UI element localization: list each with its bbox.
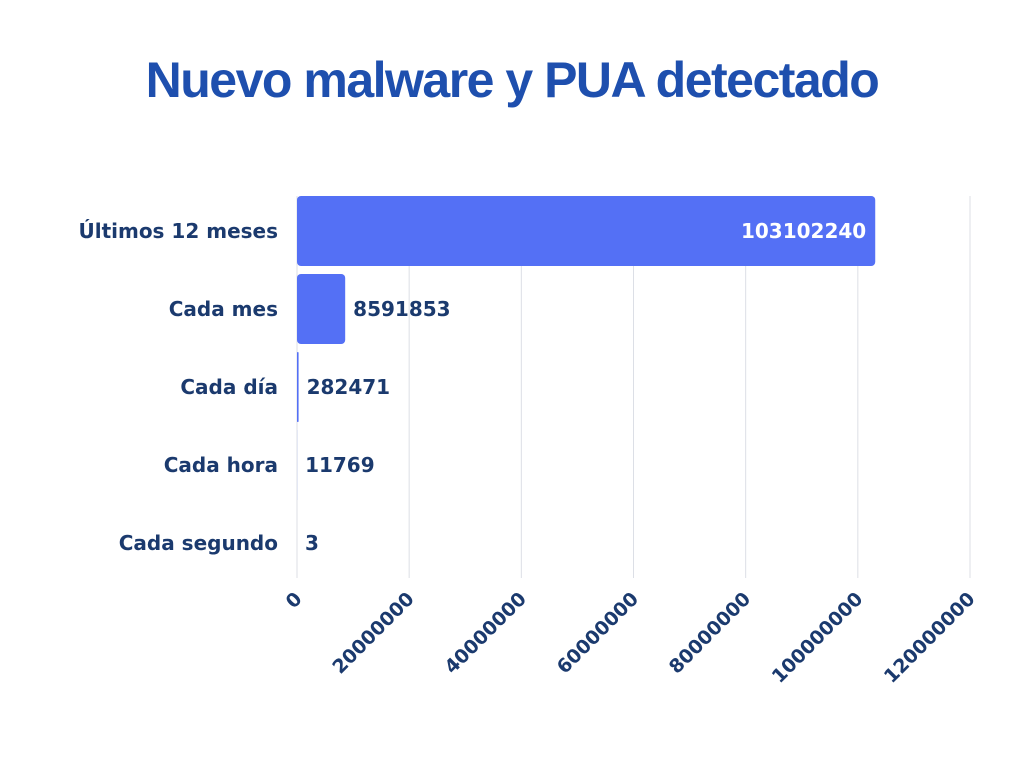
- bar: [297, 352, 299, 422]
- bar: [297, 196, 876, 266]
- x-tick-label: 0: [282, 588, 307, 613]
- x-tick-label: 60000000: [553, 588, 643, 678]
- category-label: Cada segundo: [119, 531, 278, 555]
- category-labels: Últimos 12 meses Cada mes Cada día Cada hor…: [78, 219, 278, 555]
- x-tick-label: 80000000: [665, 588, 755, 678]
- x-tick-label: 40000000: [441, 588, 531, 678]
- category-label: Últimos 12 meses: [78, 219, 278, 243]
- x-tick-label: 120000000: [880, 588, 980, 688]
- chart-title: Nuevo malware y PUA detectado: [145, 52, 880, 108]
- x-tick-label: 20000000: [328, 588, 418, 678]
- bars: [297, 196, 876, 578]
- value-label: 11769: [305, 453, 375, 477]
- value-label: 8591853: [353, 297, 450, 321]
- bar: [297, 274, 346, 344]
- value-label: 103102240: [741, 219, 866, 243]
- value-label: 3: [305, 531, 319, 555]
- x-tick-label: 100000000: [768, 588, 868, 688]
- category-label: Cada hora: [164, 453, 278, 477]
- value-labels: 103102240 8591853 282471 11769 3: [305, 219, 866, 555]
- value-label: 282471: [307, 375, 391, 399]
- category-label: Cada día: [180, 375, 278, 399]
- category-label: Cada mes: [169, 297, 278, 321]
- x-axis-tick-labels: 0 20000000 40000000 60000000 80000000 1000000…: [282, 588, 980, 688]
